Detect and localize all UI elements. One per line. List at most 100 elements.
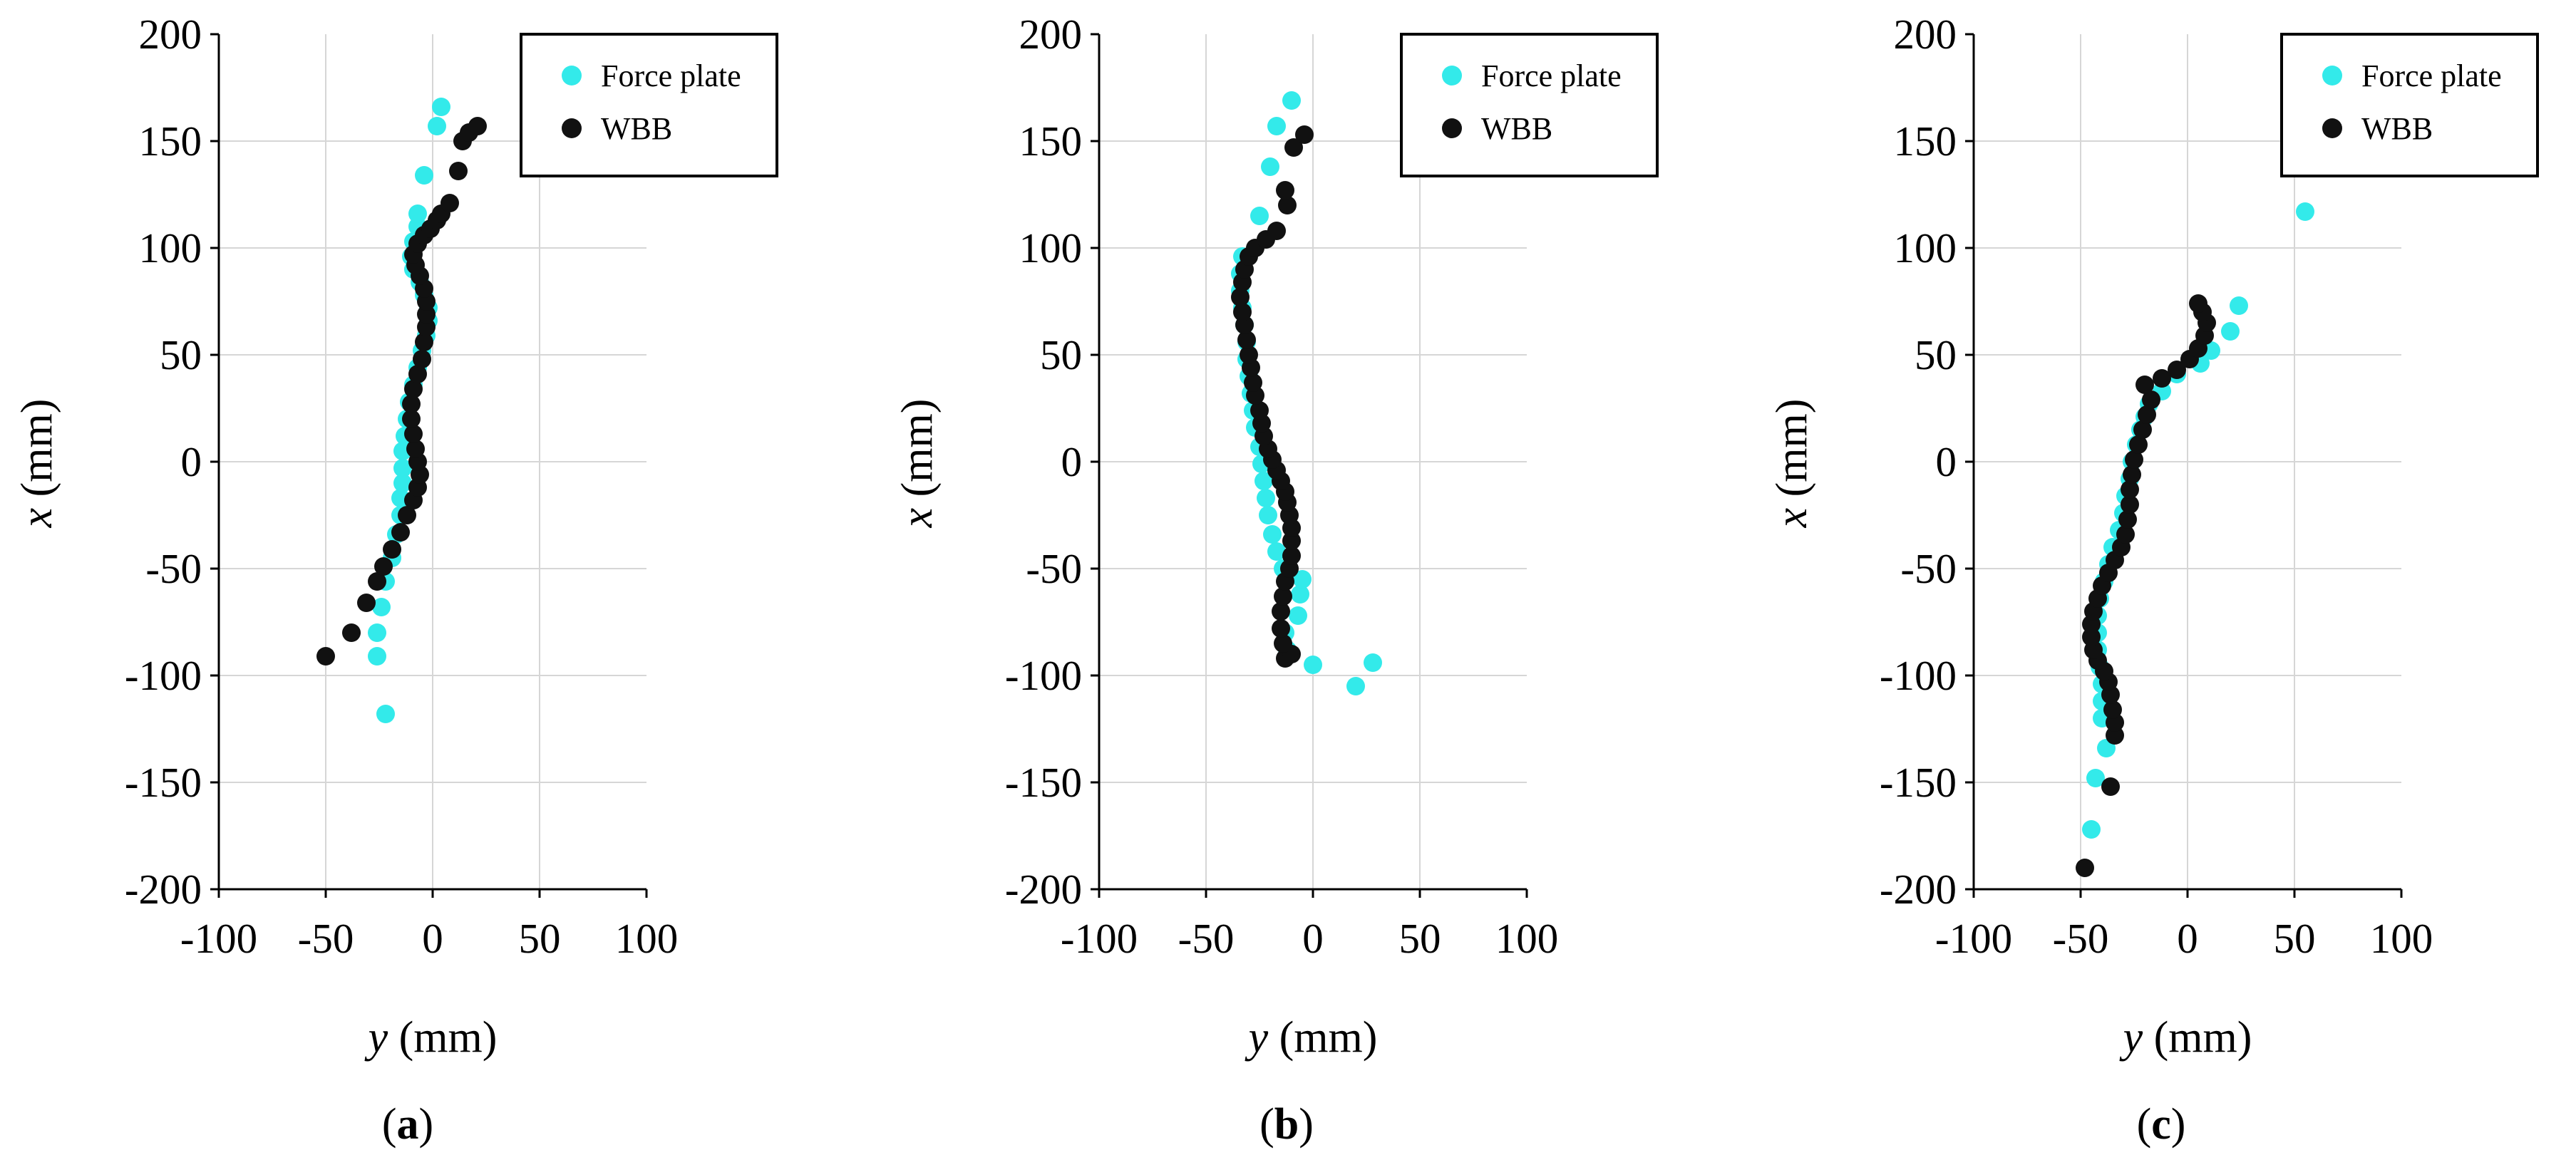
panel-c-wbb-point-19 [2118,510,2137,529]
panel-a-wbb-point-21 [417,305,436,323]
panel-b-force-plate-point-30 [1282,91,1301,110]
panel-a-y-tick-label-50: 50 [160,331,202,378]
panel-a-label-letter: a [397,1100,419,1149]
panel-a-x-axis-label: y (mm) [364,1013,498,1062]
panel-c-wbb-point-21 [2121,480,2139,499]
panel-c-wbb-point-1 [2101,777,2120,796]
panel-a-legend-box [520,33,778,177]
panel-c-wbb-point-25 [2133,420,2152,439]
panel-b-wbb-point-24 [1240,346,1258,364]
panel-a-force-plate-point-1 [368,647,386,666]
panel-c-y-axis-var: x [1768,507,1816,528]
panel-c-wbb-point-4 [2103,700,2122,719]
panel-c-y-tick-label-neg50: -50 [1900,545,1957,592]
panel-c-x-tick-label-neg100: -100 [1935,915,2012,962]
panel-c-wbb-point-18 [2116,525,2135,544]
panel-b-grid [1099,34,1527,889]
panel-c-y-tick-label-200: 200 [1894,11,1957,58]
panel-b-label: (b) [1259,1100,1314,1149]
panel-b-wbb-point-5 [1274,587,1292,606]
panel-b-force-plate-point-1 [1364,653,1382,672]
panel-c-wbb-point-28 [2135,376,2154,394]
panel-a-force-plate-point-0 [376,705,395,723]
panel-b-y-tick-label-200: 200 [1019,11,1083,58]
panel-a-x-axis-unit: (mm) [388,1013,497,1062]
panel-b-force-plate-point-7 [1293,570,1312,589]
panel-b-y-tick-label-neg150: -150 [1005,759,1082,806]
panel-b-legend-label-force-plate: Force plate [1481,58,1622,93]
panel-c-grid [1974,34,2401,889]
panel-b-x-tick-label-100: 100 [1495,915,1559,962]
panel-b-y-tick-label-neg200: -200 [1005,866,1082,913]
panel-a-y-axis-label: x (mm) [13,399,61,529]
panel-a-wbb-point-17 [408,365,427,383]
panel-a-wbb-point-20 [417,318,436,336]
panel-b-force-plate-point-10 [1263,525,1282,544]
panel-b-force-plate-point-12 [1257,489,1275,507]
panel-a-wbb-point-12 [406,440,425,458]
panel-b-y-tick-label-150: 150 [1019,118,1083,165]
panel-c-wbb-point-30 [2168,361,2186,379]
panel-b-wbb-point-2 [1274,634,1292,653]
panel-a-wbb-point-3 [368,572,386,591]
panel-b-label-letter: b [1274,1100,1299,1149]
panel-b-y-axis-var: x [893,507,942,528]
panel-c-y-tick-label-0: 0 [1936,438,1957,485]
panel-b-wbb-point-8 [1282,547,1301,565]
panel-b-y-tick-label-neg100: -100 [1005,652,1082,699]
panel-b-force-plate-point-0 [1346,677,1365,695]
panel-c-x-tick-labels: -100 -50 0 50 100 [1935,915,2433,962]
panel-a-wbb-point-7 [398,506,416,524]
panel-c-y-tick-label-150: 150 [1894,118,1957,165]
panel-c-force-plate-point-0 [2296,202,2314,221]
panel-a-y-axis-unit: (mm) [13,399,61,508]
panel-c-x-axis-unit: (mm) [2143,1013,2252,1062]
panel-a-y-tick-label-200: 200 [139,11,202,58]
panel-a-x-tick-label-neg50: -50 [298,915,354,962]
panel-a-wbb-point-4 [374,557,393,576]
panel-c-wbb-point-2 [2106,726,2124,745]
panel-c-force-plate-point-2 [2221,322,2240,341]
panel-a-wbb-point-5 [383,540,401,559]
panel-a-wbb-point-15 [402,395,421,413]
panel-a-force-plate-point-29 [428,117,446,135]
panel-a-wbb-point-16 [404,380,423,398]
panel-c-wbb-point-20 [2121,495,2139,514]
panel-b-y-tick-labels: -200 -150 -100 -50 0 50 100 150 200 [1005,11,1082,913]
panel-c: -200 -150 -100 -50 0 50 100 150 200 -100 -50 0 50 10… [1768,11,2539,1149]
panel-b: -200 -150 -100 -50 0 50 100 150 200 -100 -50 0 50 10… [893,11,1659,1149]
panel-b-wbb-point-4 [1272,602,1290,621]
panel-b-force-plate-point-29 [1267,117,1286,135]
panel-c-wbb-point-24 [2129,435,2148,454]
panel-a-legend: Force plate WBB [520,33,778,177]
panel-c-x-tick-label-0: 0 [2177,915,2198,962]
panel-a-force-plate-point-28 [415,166,433,185]
panel-b-wbb-point-20 [1250,401,1269,420]
panel-a-y-tick-label-neg100: -100 [125,652,202,699]
panel-c-y-tick-label-100: 100 [1894,224,1957,271]
panel-a-force-plate-point-10 [393,459,412,477]
panel-b-x-tick-label-50: 50 [1399,915,1441,962]
panel-a-wbb-point-1 [342,623,361,642]
panel-c-legend: Force plate WBB [2280,33,2539,177]
panel-c-points [2076,202,2314,877]
panel-a-y-tick-label-neg200: -200 [125,866,202,913]
panel-a-wbb-point-36 [468,117,487,135]
panel-b-wbb-point-38 [1295,125,1314,144]
panel-b-wbb-point-9 [1282,532,1301,550]
panel-c-wbb-point-0 [2076,859,2094,877]
panel-a-legend-label-force-plate: Force plate [601,58,741,93]
panel-b-force-plate-point-2 [1304,656,1322,674]
panel-a-legend-marker-force-plate [562,66,582,86]
panel-a-wbb-point-19 [415,333,433,351]
panel-b-y-tick-label-neg50: -50 [1026,545,1082,592]
panel-a-force-plate-point-9 [393,474,412,492]
panel-b-wbb-point-36 [1276,181,1294,200]
panel-c-label: (c) [2137,1100,2186,1149]
panel-a-y-tick-labels: -200 -150 -100 -50 0 50 100 150 200 [125,11,202,913]
panel-a-x-tick-label-50: 50 [519,915,561,962]
panel-c-force-plate-point-29 [2082,820,2101,839]
panel-b-force-plate-point-5 [1289,606,1307,625]
panel-c-y-tick-labels: -200 -150 -100 -50 0 50 100 150 200 [1880,11,1957,913]
